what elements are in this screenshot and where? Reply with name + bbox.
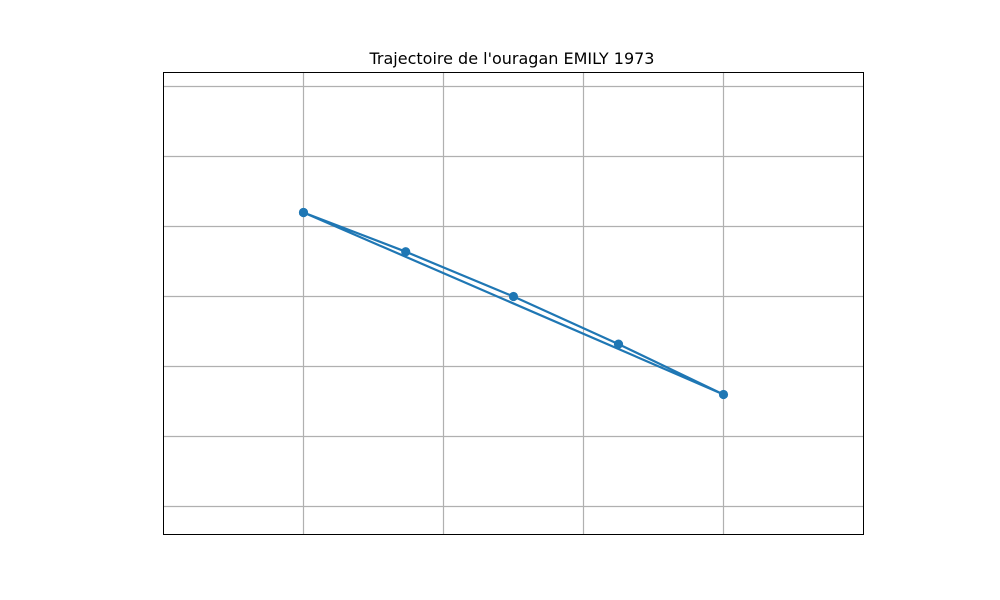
track-point-3	[613, 339, 624, 349]
grid	[163, 72, 864, 535]
chart-title: Trajectoire de l'ouragan EMILY 1973	[369, 49, 655, 68]
track-line-0	[302, 211, 725, 396]
track-point-2	[508, 291, 519, 302]
track-point-4	[718, 389, 729, 400]
track-point-1	[401, 247, 411, 257]
plot-frame	[163, 72, 864, 535]
track-point-5	[298, 207, 309, 218]
series-layer	[298, 207, 729, 400]
